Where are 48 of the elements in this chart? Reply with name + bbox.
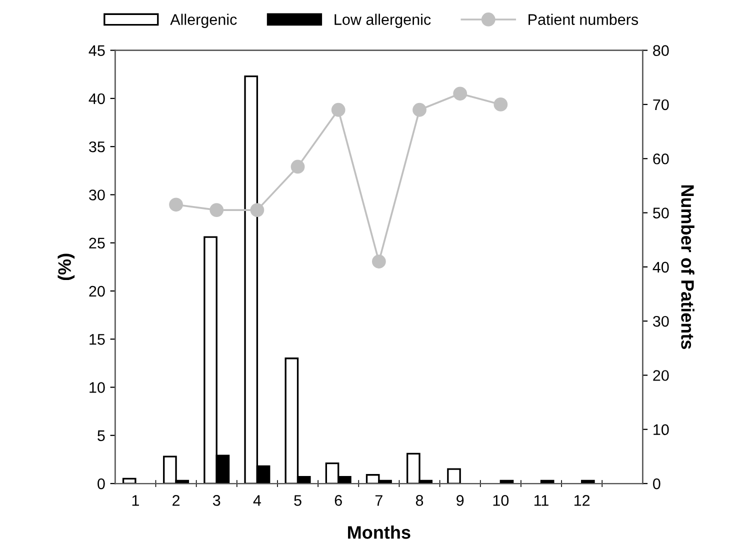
y-tick-label: 0 bbox=[98, 478, 105, 490]
y2-tick-label: 60 bbox=[653, 153, 669, 164]
point bbox=[331, 102, 346, 117]
point bbox=[290, 160, 305, 174]
y-tick-label: 5 bbox=[98, 430, 105, 442]
y2-tick-label: 80 bbox=[653, 45, 669, 56]
x-tick-label: 11 bbox=[534, 495, 548, 506]
x-tick-label: 1 bbox=[132, 495, 139, 506]
y-tick-label: 25 bbox=[89, 238, 105, 249]
legend-label: Patient numbers bbox=[528, 14, 638, 25]
y-tick-label: 10 bbox=[90, 382, 105, 393]
x-tick-label: 9 bbox=[456, 495, 464, 506]
x-tick-label: 8 bbox=[416, 495, 424, 506]
point bbox=[453, 86, 468, 101]
y-tick-label: 40 bbox=[88, 93, 105, 104]
bar bbox=[447, 468, 461, 484]
x-tick-label: 12 bbox=[574, 495, 590, 506]
y2-tick-label: 50 bbox=[653, 208, 669, 218]
point bbox=[210, 203, 224, 218]
x-tick-label: 10 bbox=[493, 495, 509, 506]
point bbox=[169, 198, 183, 212]
y2-tick-label: 10 bbox=[654, 424, 669, 436]
x-tick-label: 7 bbox=[375, 495, 382, 506]
legend-label: Low allergenic bbox=[334, 14, 431, 28]
y2-tick-label: 40 bbox=[652, 262, 669, 273]
point bbox=[412, 102, 426, 117]
y-axis-title: (%) bbox=[58, 254, 75, 280]
y2-tick-label: 0 bbox=[653, 478, 660, 490]
x-tick-label: 4 bbox=[253, 495, 261, 506]
y-tick-label: 35 bbox=[89, 141, 105, 152]
y-tick-label: 30 bbox=[89, 190, 105, 200]
y2-tick-label: 70 bbox=[653, 99, 669, 110]
y2-tick-label: 20 bbox=[653, 370, 669, 381]
point bbox=[250, 203, 264, 218]
x-tick-label: 3 bbox=[212, 495, 220, 506]
point bbox=[372, 254, 386, 268]
y-tick-label: 20 bbox=[89, 286, 105, 297]
point bbox=[494, 98, 508, 112]
bar bbox=[122, 478, 136, 484]
legend-label: Allergenic bbox=[170, 14, 237, 28]
x-tick-label: 6 bbox=[334, 495, 342, 506]
x-tick-label: 2 bbox=[172, 495, 180, 506]
x-tick-label: 5 bbox=[294, 495, 302, 506]
x-axis-title: Months bbox=[348, 526, 410, 539]
y-tick-label: 15 bbox=[90, 334, 105, 345]
y-tick-label: 45 bbox=[88, 45, 105, 56]
y2-tick-label: 30 bbox=[653, 316, 669, 327]
y2-axis-title: Number of Patients bbox=[681, 185, 694, 349]
